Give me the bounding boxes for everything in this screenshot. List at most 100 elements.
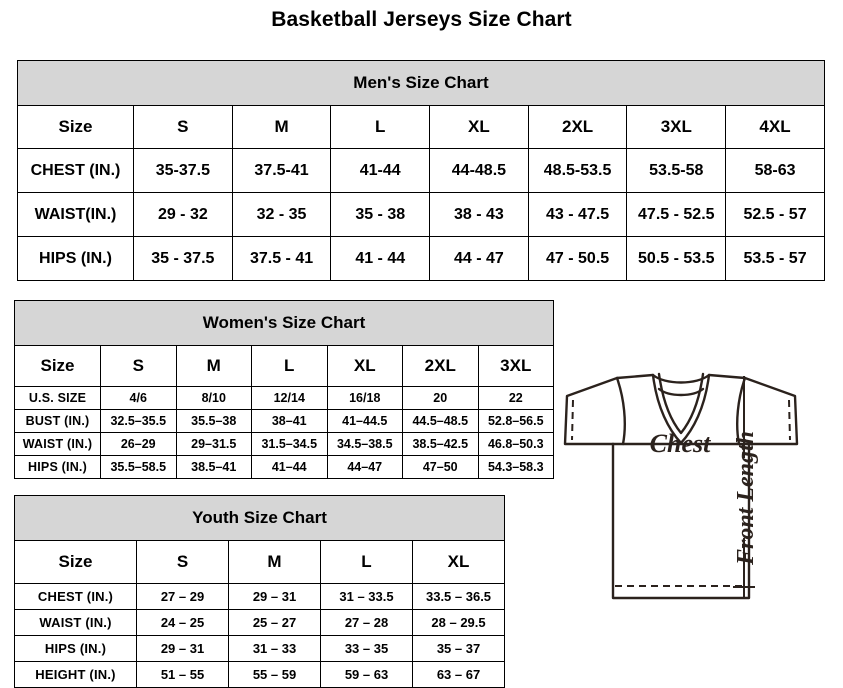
mens-header-m: M [231,105,332,149]
mens-chest-4xl: 58-63 [725,148,825,193]
collar-band-inner [657,372,705,435]
womens-hips-2xl: 47–50 [402,455,479,479]
womens-waist-l: 31.5–34.5 [251,432,328,456]
womens-row-label-us-size: U.S. SIZE [14,386,101,410]
mens-row-label-waist: WAIST(IN.) [17,192,134,237]
youth-height-xl: 63 – 67 [411,661,506,688]
mens-header-xl: XL [429,105,529,149]
mens-chest-s: 35-37.5 [133,148,233,193]
chest-label: Chest [650,429,711,458]
womens-waist-s: 26–29 [100,432,177,456]
youth-header-xl: XL [411,540,506,584]
womens-header-l: L [251,345,328,387]
mens-table-caption: Men's Size Chart [17,60,825,106]
womens-size-chart-table: Women's Size Chart Size S M L XL 2XL 3XL… [13,300,555,479]
mens-waist-3xl: 47.5 - 52.5 [626,192,727,237]
mens-chest-3xl: 53.5-58 [626,148,727,193]
front-length-label: Front Length [733,431,759,566]
mens-hips-m: 37.5 - 41 [231,236,332,281]
mens-hips-3xl: 50.5 - 53.5 [626,236,727,281]
mens-header-3xl: 3XL [626,105,727,149]
youth-chest-l: 31 – 33.5 [320,583,413,610]
womens-hips-3xl: 54.3–58.3 [477,455,555,479]
right-cuff-dashed [788,399,791,441]
youth-caption-row: Youth Size Chart [13,495,506,541]
mens-waist-l: 35 - 38 [330,192,431,237]
mens-size-chart-table: Men's Size Chart Size S M L XL 2XL 3XL 4… [17,60,825,281]
womens-header-2xl: 2XL [402,345,479,387]
youth-row-label-waist: WAIST (IN.) [14,609,137,636]
womens-waist-m: 29–31.5 [175,432,252,456]
table-row: U.S. SIZE 4/6 8/10 12/14 16/18 20 22 [14,386,555,410]
womens-ussize-xl: 16/18 [326,386,403,410]
youth-chest-m: 29 – 31 [228,583,321,610]
womens-caption-row: Women's Size Chart [13,300,555,346]
womens-row-label-hips: HIPS (IN.) [14,455,101,479]
youth-height-s: 51 – 55 [136,661,229,688]
table-row: WAIST (IN.) 24 – 25 25 – 27 27 – 28 28 –… [14,609,506,636]
womens-header-xl: XL [326,345,403,387]
womens-hips-m: 38.5–41 [175,455,252,479]
womens-row-label-waist: WAIST (IN.) [14,432,101,456]
mens-row-label-hips: HIPS (IN.) [17,236,134,281]
mens-header-l: L [330,105,431,149]
youth-chest-s: 27 – 29 [136,583,229,610]
mens-header-row: Size S M L XL 2XL 3XL 4XL [17,105,825,149]
mens-hips-2xl: 47 - 50.5 [527,236,628,281]
collar-rib-lower [657,387,705,397]
table-row: WAIST(IN.) 29 - 32 32 - 35 35 - 38 38 - … [17,192,825,237]
youth-hips-xl: 35 – 37 [411,635,506,662]
youth-row-label-height: HEIGHT (IN.) [14,661,137,688]
womens-hips-l: 41–44 [251,455,328,479]
womens-bust-s: 32.5–35.5 [100,409,177,433]
youth-chest-xl: 33.5 – 36.5 [411,583,506,610]
table-row: HIPS (IN.) 35 - 37.5 37.5 - 41 41 - 44 4… [17,236,825,281]
womens-bust-xl: 41–44.5 [326,409,403,433]
youth-size-chart-table: Youth Size Chart Size S M L XL CHEST (IN… [13,495,506,688]
mens-header-s: S [133,105,233,149]
mens-header-4xl: 4XL [725,105,825,149]
collar-rib-top [651,373,711,384]
mens-hips-l: 41 - 44 [330,236,431,281]
womens-bust-2xl: 44.5–48.5 [402,409,479,433]
womens-ussize-l: 12/14 [251,386,328,410]
youth-waist-s: 24 – 25 [136,609,229,636]
jersey-measurement-diagram: Chest Front Length [527,348,837,648]
mens-waist-xl: 38 - 43 [429,192,529,237]
mens-chest-m: 37.5-41 [231,148,332,193]
mens-header-size: Size [17,105,134,149]
youth-waist-m: 25 – 27 [228,609,321,636]
womens-ussize-3xl: 22 [477,386,555,410]
youth-waist-l: 27 – 28 [320,609,413,636]
left-cuff-dashed [571,399,574,441]
mens-waist-2xl: 43 - 47.5 [527,192,628,237]
womens-hips-s: 35.5–58.5 [100,455,177,479]
womens-waist-2xl: 38.5–42.5 [402,432,479,456]
youth-hips-l: 33 – 35 [320,635,413,662]
youth-header-s: S [136,540,229,584]
table-row: BUST (IN.) 32.5–35.5 35.5–38 38–41 41–44… [14,409,555,433]
table-row: CHEST (IN.) 35-37.5 37.5-41 41-44 44-48.… [17,148,825,193]
mens-caption-row: Men's Size Chart [17,60,825,106]
womens-bust-l: 38–41 [251,409,328,433]
youth-header-row: Size S M L XL [14,540,506,584]
mens-header-2xl: 2XL [527,105,628,149]
left-sleeve-outline [563,376,619,446]
youth-hips-s: 29 – 31 [136,635,229,662]
youth-header-m: M [228,540,321,584]
womens-row-label-bust: BUST (IN.) [14,409,101,433]
table-row: HIPS (IN.) 35.5–58.5 38.5–41 41–44 44–47… [14,455,555,479]
womens-header-s: S [100,345,177,387]
youth-table-caption: Youth Size Chart [13,495,506,541]
womens-header-size: Size [14,345,101,387]
womens-header-row: Size S M L XL 2XL 3XL [14,345,555,387]
mens-hips-4xl: 53.5 - 57 [725,236,825,281]
table-row: HIPS (IN.) 29 – 31 31 – 33 33 – 35 35 – … [14,635,506,662]
womens-ussize-m: 8/10 [175,386,252,410]
youth-row-label-hips: HIPS (IN.) [14,635,137,662]
mens-waist-m: 32 - 35 [231,192,332,237]
mens-chest-xl: 44-48.5 [429,148,529,193]
mens-chest-l: 41-44 [330,148,431,193]
womens-header-3xl: 3XL [477,345,555,387]
mens-row-label-chest: CHEST (IN.) [17,148,134,193]
